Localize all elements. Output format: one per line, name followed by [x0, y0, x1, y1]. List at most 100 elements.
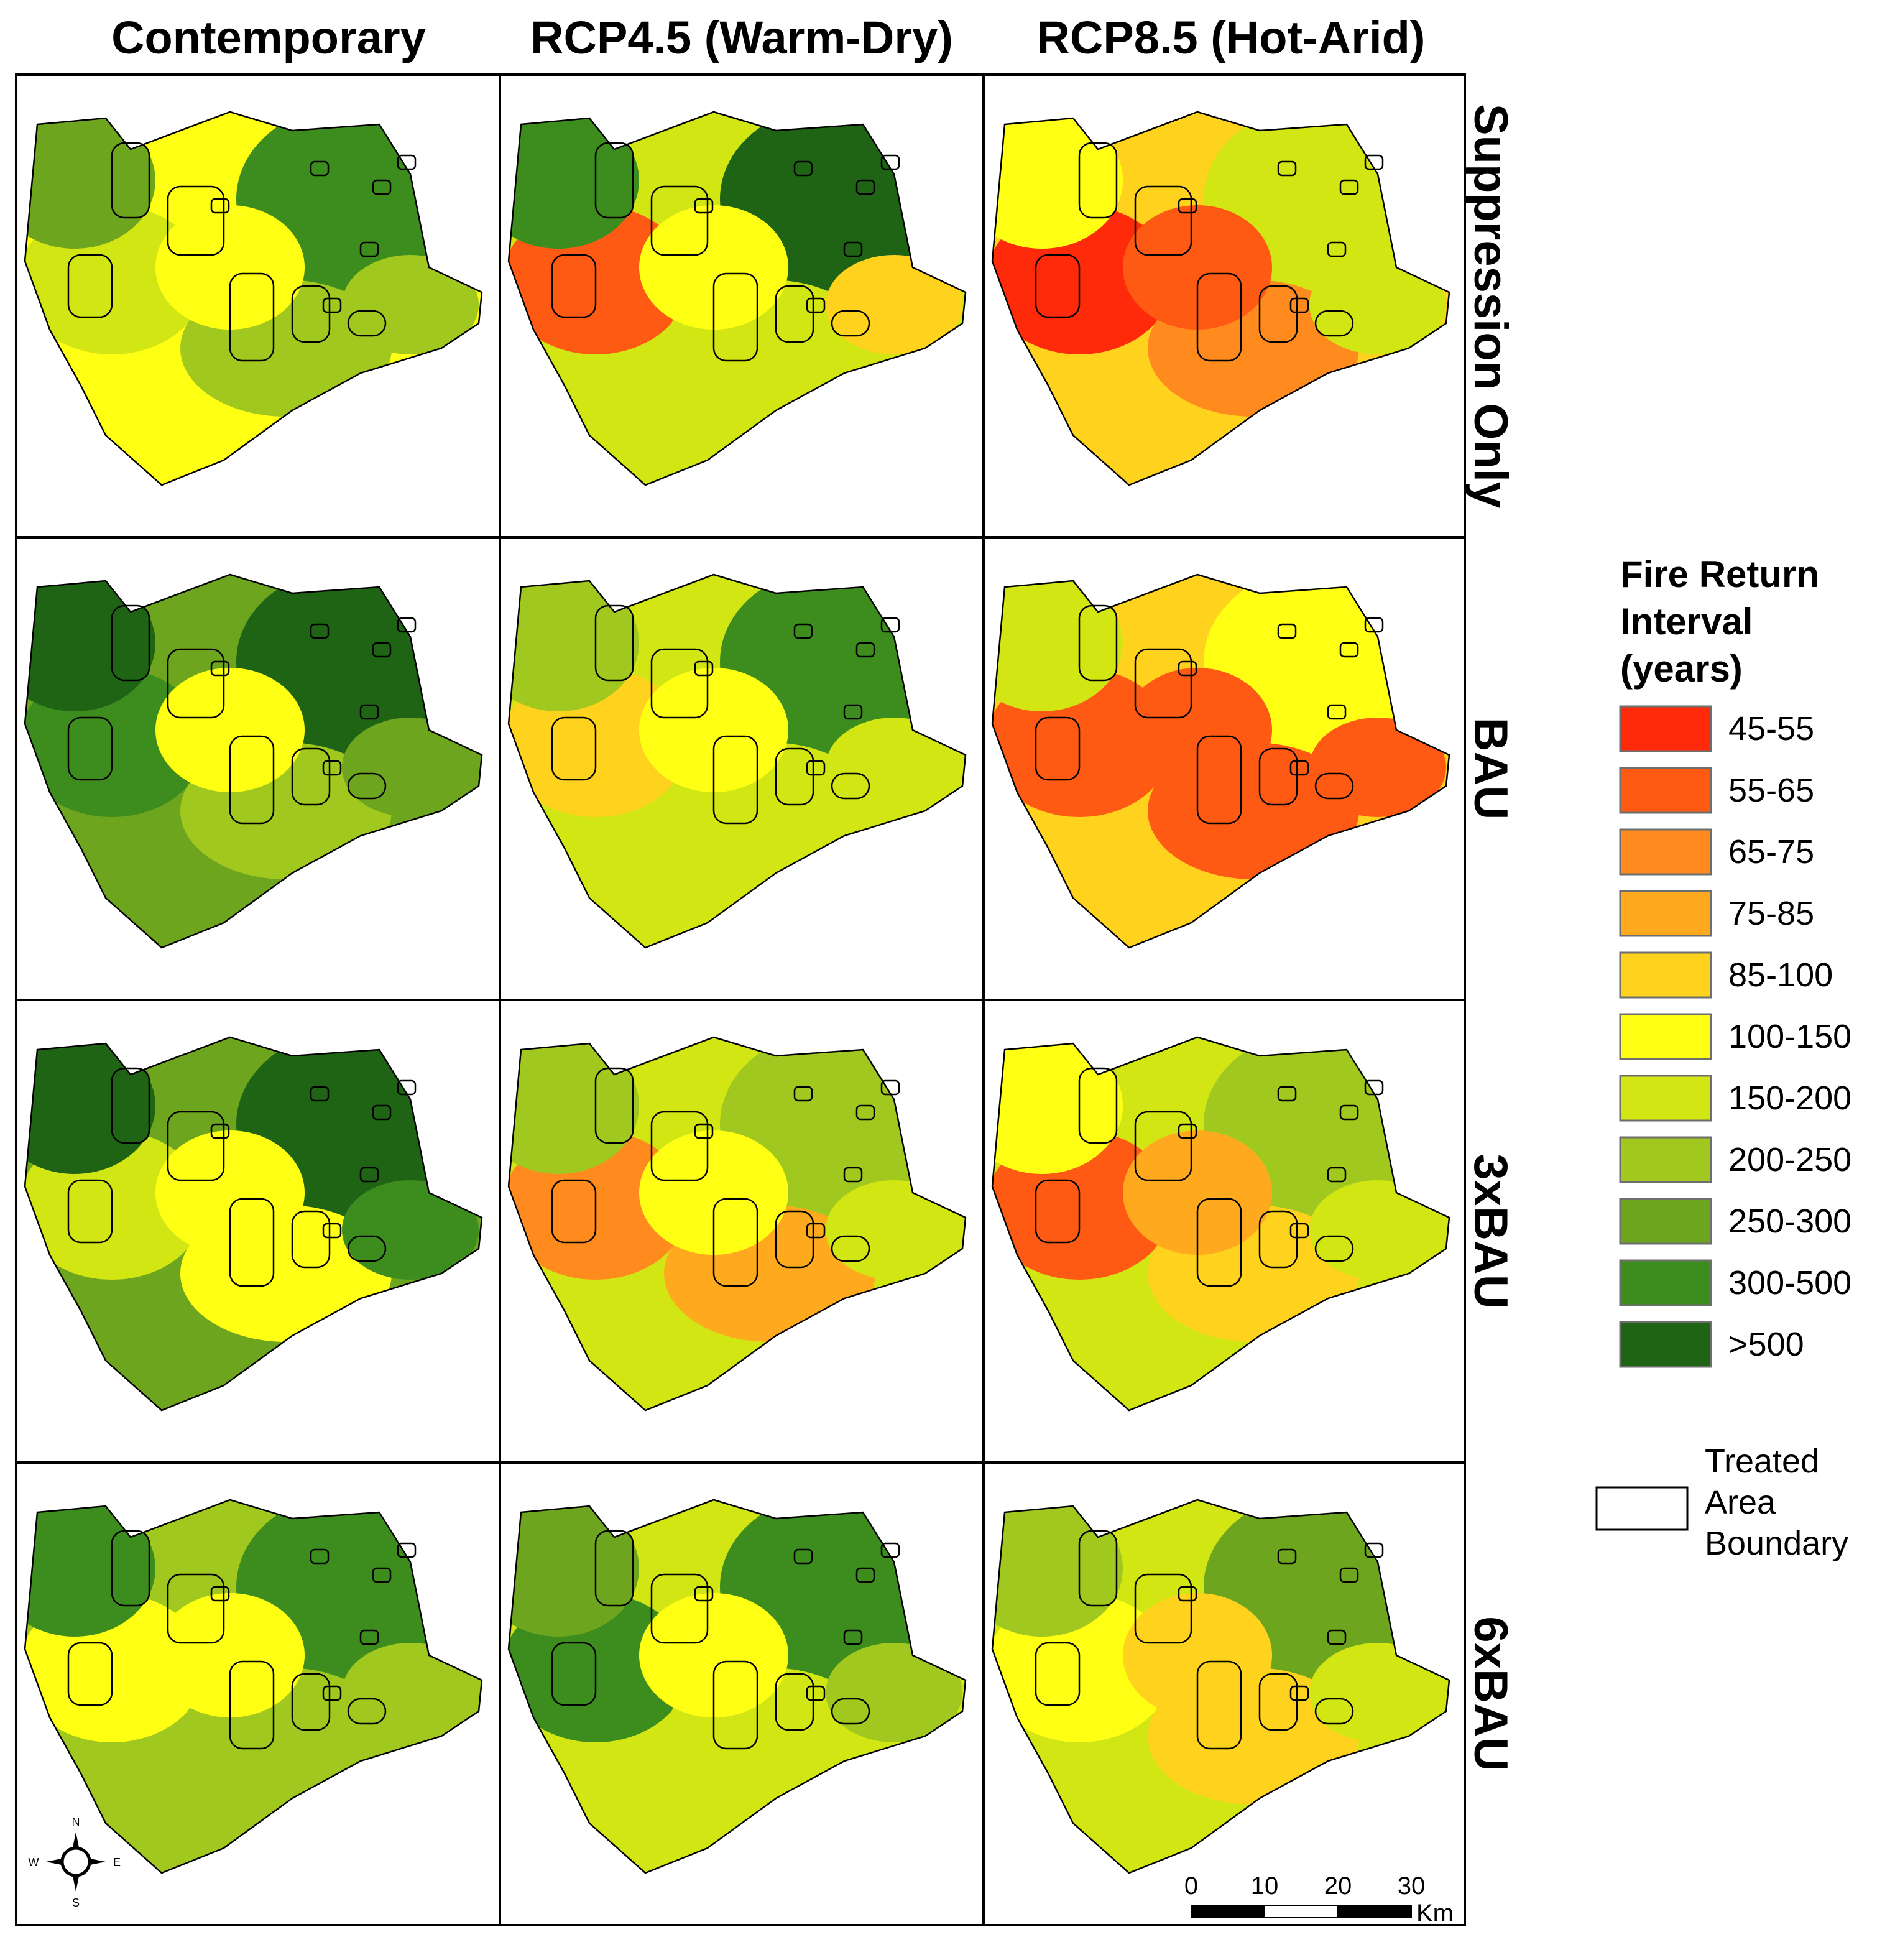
treated-area-boundaries — [551, 604, 900, 825]
treated-plot-0 — [310, 623, 330, 639]
treated-tract-4 — [1258, 1210, 1298, 1269]
scale-bar: 0 10 20 30 Km — [1184, 1872, 1454, 1927]
treated-plot-1 — [1339, 1104, 1359, 1121]
scale-segment-2 — [1264, 1905, 1339, 1918]
treated-tract-4 — [1258, 1673, 1298, 1731]
fire-interval-zones — [992, 575, 1449, 948]
zone-6 — [826, 1643, 962, 1742]
treated-tract-0 — [594, 604, 634, 682]
zone-2 — [992, 112, 1123, 249]
compass-w: W — [29, 1856, 39, 1869]
treated-area-boundaries — [1035, 1530, 1384, 1750]
treated-tract-5 — [831, 1235, 870, 1262]
treated-tract-4 — [291, 285, 331, 343]
column-title-contemporary: Contemporary — [111, 12, 426, 63]
legend-title-line-3: (years) — [1620, 648, 1743, 690]
legend-label-2: 65-75 — [1728, 833, 1814, 871]
zone-6 — [342, 255, 479, 354]
treated-area-boundaries — [1035, 1067, 1384, 1287]
zone-5 — [1123, 1593, 1272, 1717]
legend-swatch-5 — [1619, 1013, 1712, 1060]
treated-tract-1 — [167, 185, 225, 256]
legend-swatch-0 — [1619, 705, 1712, 752]
treated-area-boundaries — [551, 142, 900, 362]
legend-label-1: 55-65 — [1728, 772, 1814, 809]
map-panel-r1-c2 — [507, 111, 967, 486]
treated-tract-2 — [67, 1642, 113, 1706]
row-title-6xbau: 6xBAU — [1464, 1616, 1517, 1771]
zone-6 — [342, 1180, 479, 1280]
treated-tract-5 — [831, 1698, 870, 1725]
treated-tract-0 — [594, 142, 634, 219]
treated-tract-5 — [1314, 772, 1354, 800]
treated-label-line-2: Area — [1705, 1484, 1776, 1521]
zone-2 — [509, 575, 639, 711]
zone-5 — [639, 1130, 788, 1255]
treated-tract-1 — [650, 648, 709, 719]
column-title-rcp45: RCP4.5 (Warm-Dry) — [530, 12, 953, 63]
map-panel-r4-c3 — [991, 1499, 1450, 1874]
treated-area-boundaries — [1035, 142, 1384, 362]
treated-area-boundaries — [1035, 604, 1384, 825]
treated-plot-4 — [694, 1586, 714, 1602]
treated-plot-2 — [1327, 241, 1347, 257]
treated-plot-1 — [855, 179, 875, 195]
compass-ring — [60, 1846, 91, 1877]
treated-plot-1 — [1339, 179, 1359, 195]
treated-tract-3 — [229, 272, 275, 362]
scale-tick-20: 20 — [1324, 1872, 1352, 1900]
legend-swatch-3 — [1619, 890, 1712, 937]
treated-plot-4 — [1178, 1123, 1197, 1139]
fire-interval-zones — [992, 1500, 1449, 1873]
row-title-3xbau: 3xBAU — [1464, 1153, 1517, 1308]
legend-title-line-1: Fire Return — [1620, 553, 1819, 595]
treated-area-swatch — [1595, 1486, 1689, 1531]
treated-plot-0 — [793, 623, 813, 639]
zone-5 — [639, 668, 788, 792]
treated-tract-3 — [229, 735, 275, 825]
treated-plot-3 — [322, 1685, 342, 1701]
treated-plot-0 — [793, 1548, 813, 1565]
treated-plot-2 — [843, 241, 863, 257]
zone-5 — [1123, 205, 1272, 330]
legend-swatch-8 — [1619, 1198, 1712, 1245]
treated-tract-0 — [111, 604, 150, 682]
legend-label-9: 300-500 — [1728, 1264, 1851, 1301]
fire-interval-zones — [25, 1037, 482, 1410]
compass-e: E — [113, 1856, 121, 1869]
treated-plot-2 — [359, 1167, 379, 1183]
treated-area-boundaries — [551, 1530, 900, 1750]
scale-tick-10: 10 — [1251, 1872, 1279, 1900]
treated-plot-4 — [694, 660, 714, 677]
treated-plot-4 — [1178, 1586, 1197, 1602]
treated-tract-0 — [1078, 604, 1118, 682]
treated-plot-2 — [843, 1167, 863, 1183]
treated-plot-2 — [1327, 1629, 1347, 1645]
treated-tract-0 — [1078, 142, 1118, 219]
treated-tract-5 — [347, 1698, 387, 1725]
zone-5 — [639, 1593, 788, 1717]
fire-interval-zones — [509, 575, 966, 948]
zone-6 — [1309, 255, 1446, 354]
zone-5 — [639, 205, 788, 330]
treated-tract-2 — [551, 254, 597, 318]
legend-swatch-6 — [1619, 1075, 1712, 1122]
map-panel-r1-c3 — [991, 111, 1450, 486]
treated-plot-4 — [210, 198, 230, 214]
treated-tract-3 — [712, 1198, 758, 1287]
treated-area-boundaries — [67, 1067, 417, 1287]
scale-tick-0: 0 — [1184, 1872, 1198, 1900]
legend-swatch-9 — [1619, 1259, 1712, 1306]
fire-interval-zones — [25, 112, 482, 485]
treated-tract-1 — [1134, 185, 1192, 256]
legend-swatch-10 — [1619, 1321, 1712, 1368]
treated-tract-4 — [291, 1673, 331, 1731]
zone-2 — [992, 1500, 1123, 1637]
treated-area-boundaries — [551, 1067, 900, 1287]
treated-area-boundaries — [67, 604, 417, 825]
treated-tract-1 — [650, 1111, 709, 1181]
legend-title-line-2: Interval — [1620, 601, 1753, 642]
map-panel-r3-c2 — [507, 1036, 967, 1412]
treated-tract-4 — [775, 1673, 814, 1731]
treated-plot-0 — [1277, 623, 1297, 639]
